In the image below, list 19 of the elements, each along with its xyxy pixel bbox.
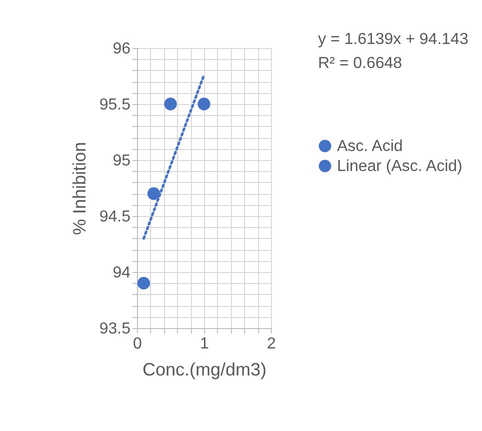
text: y = 1.6139x + 94.143 [318,30,468,50]
y-tick-label: 94.5 [99,208,131,226]
x-tick-label: 0 [133,336,142,352]
y-axis-title: % Inhibition [69,142,90,236]
point [137,276,150,290]
legend-label: Asc. Acid [337,138,403,155]
text: R² = 0.6648 [318,54,404,74]
x-tick-label: 2 [267,336,276,352]
y-tick-label: 93.5 [99,320,131,338]
x-axis-title: Conc.(mg/dm3) [142,360,267,380]
y-tick-label: 96 [112,40,131,58]
x-tick-label: 1 [200,336,210,352]
y-tick-label: 95 [112,152,131,170]
point [164,98,177,110]
point [198,98,210,110]
legend-label: Linear (Asc. Acid) [337,158,462,175]
point [147,187,160,200]
y-tick-label: 95.5 [99,96,131,114]
y-tick-label: 94 [112,264,131,282]
